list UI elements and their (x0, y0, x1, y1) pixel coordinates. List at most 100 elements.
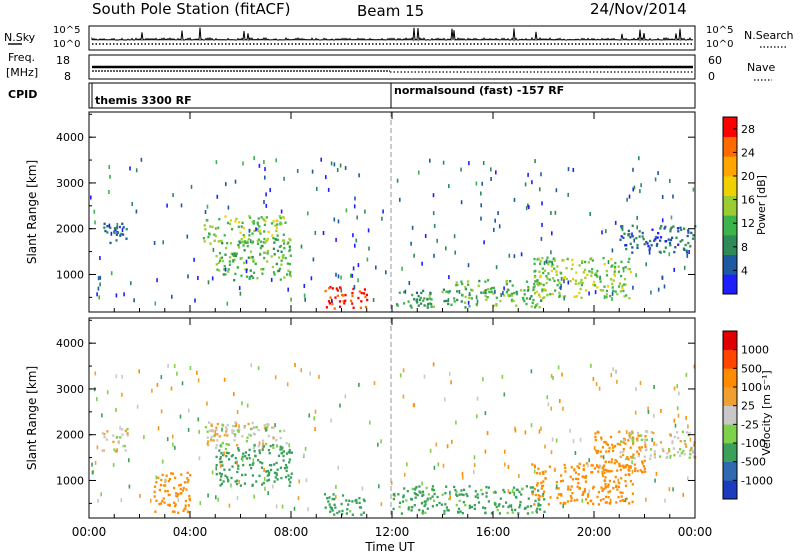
power-colorbar-tick-label: 4 (741, 264, 748, 277)
power-data (90, 156, 697, 310)
power-cell (364, 209, 366, 214)
velocity-cell (128, 484, 131, 489)
power-cell (650, 244, 653, 247)
velocity-cell (527, 497, 530, 500)
power-cell (227, 205, 230, 210)
power-cell (625, 247, 628, 251)
velocity-cell (167, 503, 170, 507)
power-cell (687, 231, 690, 234)
power-cell (445, 290, 448, 293)
power-cell (557, 279, 560, 282)
velocity-cell (632, 442, 635, 445)
velocity-cell (124, 449, 127, 452)
velocity-cell (166, 489, 169, 493)
velocity-cell (541, 470, 544, 474)
power-cell (483, 240, 485, 245)
power-cell (424, 234, 427, 238)
power-cell (262, 268, 265, 271)
power-cell (468, 296, 471, 300)
velocity-cell (221, 427, 223, 432)
velocity-cell (403, 487, 406, 490)
power-cell (248, 228, 251, 233)
power-cell (567, 280, 570, 285)
velocity-cell (589, 499, 592, 502)
velocity-cell (280, 448, 283, 451)
velocity-cell (285, 442, 288, 445)
power-cell (362, 292, 366, 295)
velocity-cell (655, 471, 658, 476)
velocity-cell (567, 485, 570, 488)
velocity-cell (114, 450, 117, 453)
power-cell (339, 305, 342, 308)
velocity-cell (616, 469, 619, 472)
velocity-cell (263, 468, 265, 473)
velocity-cell (593, 446, 596, 451)
power-cell (108, 223, 111, 228)
velocity-cell (270, 468, 273, 472)
velocity-cell (637, 454, 640, 458)
power-cell (256, 239, 259, 243)
velocity-cell (604, 468, 607, 471)
velocity-cell (624, 484, 628, 488)
velocity-cell (289, 481, 292, 484)
velocity-cell (333, 503, 336, 506)
power-cell (287, 241, 290, 244)
velocity-cell (605, 495, 608, 499)
velocity-cell (431, 495, 434, 498)
power-cell (510, 298, 514, 302)
velocity-cell (101, 432, 104, 435)
x-tick-label: 04:00 (173, 525, 208, 539)
power-cell (342, 300, 345, 303)
power-cell (213, 239, 216, 242)
power-cell (335, 237, 337, 242)
power-cell (231, 228, 234, 231)
velocity-cell (258, 449, 261, 452)
velocity-cell (574, 451, 577, 455)
velocity-cell (608, 446, 611, 450)
power-y-tick-label: 3000 (56, 177, 84, 190)
velocity-cell (423, 500, 426, 503)
power-cell (659, 227, 662, 230)
power-cell (238, 221, 241, 224)
power-cell (677, 243, 680, 246)
velocity-cell (624, 466, 627, 469)
power-cell (351, 291, 354, 295)
velocity-cell (572, 439, 575, 444)
velocity-cell (526, 512, 529, 515)
x-axis-label: Time UT (364, 540, 415, 554)
power-cell (687, 241, 690, 245)
power-cell (329, 286, 332, 289)
power-cell (673, 267, 675, 272)
power-cell (464, 286, 467, 289)
velocity-cell (335, 484, 337, 489)
power-cell (584, 268, 587, 272)
velocity-cell (688, 431, 691, 435)
velocity-cell (222, 480, 225, 483)
velocity-cell (599, 464, 602, 469)
velocity-cell (531, 463, 534, 466)
power-cell (660, 225, 663, 228)
power-cell (595, 273, 598, 277)
power-cell (447, 302, 450, 306)
velocity-cell (578, 486, 581, 490)
power-cell (263, 241, 267, 244)
power-cell (110, 271, 113, 276)
velocity-cell (561, 479, 564, 482)
velocity-cell (444, 503, 447, 506)
power-cell (684, 243, 687, 247)
velocity-cell (464, 504, 467, 507)
velocity-cell (267, 434, 270, 438)
velocity-cell (226, 476, 229, 479)
velocity-cell (676, 451, 680, 454)
power-cell (669, 244, 672, 247)
power-cell (571, 277, 575, 281)
velocity-cell (275, 473, 278, 476)
power-cell (270, 277, 273, 282)
velocity-cell (402, 394, 405, 399)
velocity-cell (618, 430, 621, 433)
velocity-cell (636, 437, 639, 440)
velocity-cell (646, 430, 649, 434)
power-cell (252, 260, 255, 263)
power-cell (675, 236, 678, 239)
velocity-cell (649, 454, 652, 457)
